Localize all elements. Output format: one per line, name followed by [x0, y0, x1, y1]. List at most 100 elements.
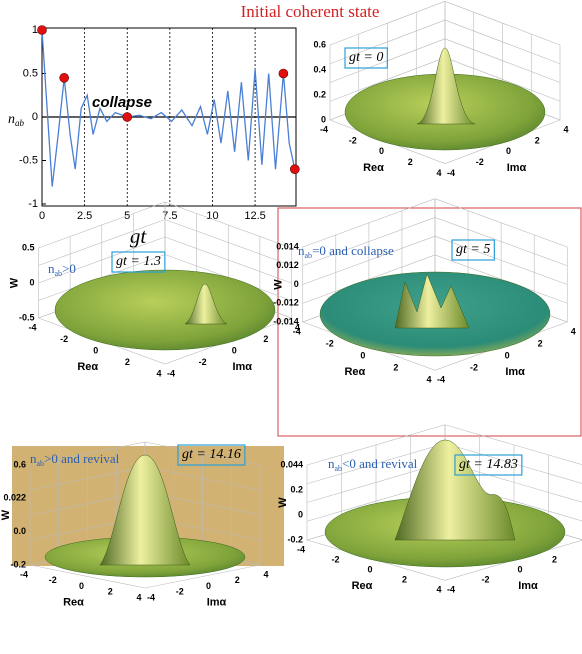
im-axis-label: Imα — [232, 361, 252, 373]
im-tick-label: 4 — [563, 124, 568, 134]
im-tick-label: 2 — [263, 334, 268, 344]
z-tick-label: -0.2 — [287, 534, 303, 544]
re-tick-label: 0 — [367, 565, 372, 575]
re-tick-label: 4 — [436, 585, 441, 595]
data-point — [38, 26, 47, 35]
data-line — [42, 30, 295, 187]
re-tick-label: 0 — [79, 581, 84, 591]
re-axis-label: Reα — [352, 580, 373, 592]
figure: Initial coherent state gt nab collapse 0… — [0, 0, 582, 654]
re-tick-label: 2 — [402, 575, 407, 585]
caption-rest: =0 and collapse — [312, 243, 394, 258]
im-tick-label: -2 — [176, 587, 184, 597]
x-tick-label: 10 — [206, 210, 218, 222]
y-tick-label: -1 — [28, 198, 38, 210]
time-label: gt = 0 — [349, 50, 383, 65]
re-tick-label: 2 — [108, 587, 113, 597]
caption: nab>0 — [48, 261, 76, 278]
im-tick-label: -2 — [470, 363, 478, 373]
re-tick-label: -4 — [20, 569, 28, 579]
x-tick-label: 2.5 — [77, 210, 92, 222]
re-tick-label: 4 — [136, 592, 141, 602]
re-tick-label: 2 — [125, 357, 130, 367]
z-axis-label: W — [273, 279, 285, 290]
re-tick-label: 0 — [379, 146, 384, 156]
z-tick-label: -0.2 — [10, 559, 26, 569]
y-axis-label: nab — [8, 112, 25, 128]
caption-rest: >0 — [62, 261, 76, 276]
re-tick-label: -2 — [60, 334, 68, 344]
y-tick-label: -0.5 — [19, 154, 38, 166]
re-tick-label: -2 — [349, 135, 357, 145]
im-tick-label: 0 — [506, 146, 511, 156]
y-tick-label: 0.5 — [23, 67, 38, 79]
im-tick-label: -4 — [447, 585, 455, 595]
re-axis-label: Reα — [77, 361, 98, 373]
y-tick-label: 0 — [32, 111, 38, 123]
z-tick-label: 0.5 — [22, 242, 35, 252]
data-point — [279, 69, 288, 78]
caption-rest: >0 and revival — [44, 451, 120, 466]
im-tick-label: 2 — [538, 338, 543, 348]
z-axis-label: W — [0, 509, 12, 520]
z-tick-label: 0.6 — [313, 39, 326, 49]
data-point — [290, 165, 299, 174]
z-tick-label: 0.2 — [290, 484, 303, 494]
re-tick-label: 4 — [426, 375, 431, 385]
surface-disk — [55, 270, 275, 350]
im-tick-label: -2 — [476, 157, 484, 167]
z-tick-label: 0.022 — [3, 493, 26, 503]
z-tick-label: 0 — [29, 277, 34, 287]
caption-sub: ab — [305, 251, 313, 260]
z-tick-label: 0 — [294, 279, 299, 289]
re-tick-label: -4 — [320, 124, 328, 134]
re-tick-label: -4 — [293, 326, 301, 336]
time-label: gt = 14.16 — [182, 447, 241, 462]
x-tick-label: 0 — [39, 210, 45, 222]
re-axis-label: Reα — [344, 366, 365, 378]
z-tick-label: 0.2 — [313, 89, 326, 99]
im-tick-label: 2 — [535, 135, 540, 145]
z-tick-label: 0.6 — [13, 459, 26, 469]
im-tick-label: -2 — [481, 575, 489, 585]
re-tick-label: -4 — [28, 322, 36, 332]
x-tick-label: 12.5 — [244, 210, 265, 222]
re-tick-label: 2 — [408, 157, 413, 167]
y-tick-label: 1 — [32, 24, 38, 36]
im-tick-label: 4 — [263, 569, 268, 579]
im-tick-label: 0 — [517, 565, 522, 575]
z-tick-label: 0.4 — [313, 64, 326, 74]
x-tick-label: 7.5 — [162, 210, 177, 222]
z-tick-label: 0.012 — [276, 260, 299, 270]
z-tick-label: 0 — [298, 509, 303, 519]
time-label: gt = 5 — [456, 242, 490, 257]
re-tick-label: -2 — [49, 575, 57, 585]
z-tick-label: -0.5 — [19, 312, 35, 322]
re-axis-label: Reα — [63, 596, 84, 608]
z-tick-label: 0.014 — [276, 241, 299, 251]
z-axis-label: W — [8, 277, 20, 288]
annotation: collapse — [92, 94, 152, 111]
im-axis-label: Imα — [207, 596, 227, 608]
im-tick-label: 0 — [505, 351, 510, 361]
data-point — [123, 113, 132, 122]
re-tick-label: 0 — [93, 345, 98, 355]
im-tick-label: 0 — [206, 581, 211, 591]
im-axis-label: Imα — [507, 162, 527, 174]
im-tick-label: -4 — [437, 375, 445, 385]
z-tick-label: 0 — [321, 114, 326, 124]
z-tick-label: -0.014 — [273, 316, 299, 326]
data-point — [60, 73, 69, 82]
chart-title: Initial coherent state — [241, 2, 380, 21]
re-tick-label: 4 — [436, 168, 441, 178]
re-tick-label: -2 — [331, 554, 339, 564]
re-tick-label: 0 — [360, 351, 365, 361]
caption-sub: ab — [335, 464, 343, 473]
z-tick-label: 0.044 — [280, 459, 303, 469]
time-label: gt = 1.3 — [116, 254, 161, 269]
z-axis-label: W — [277, 497, 289, 508]
im-tick-label: -4 — [147, 592, 155, 602]
im-tick-label: -2 — [199, 357, 207, 367]
caption-sub: ab — [37, 459, 45, 468]
caption-rest: <0 and revival — [342, 456, 418, 471]
